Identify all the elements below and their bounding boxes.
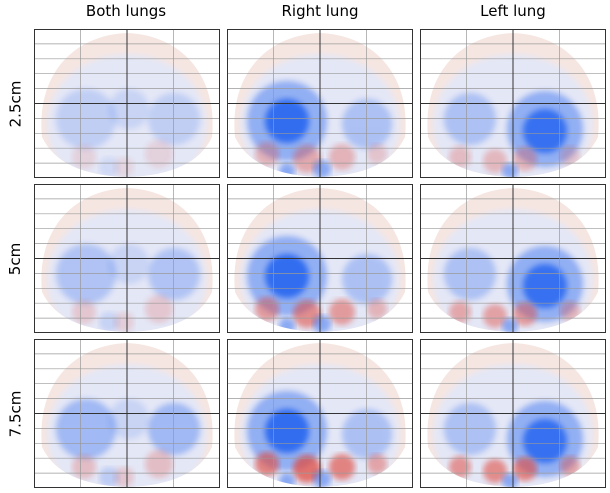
- image-panel-both-lungs-5cm: [34, 184, 220, 333]
- positive-region: [114, 157, 134, 177]
- grid-lines: [227, 29, 413, 178]
- negative-region: [56, 399, 116, 459]
- panel-frame: [420, 184, 606, 333]
- panel-frame: [227, 29, 413, 178]
- negative-region: [342, 409, 392, 459]
- grid-lines: [420, 339, 606, 488]
- negative-region: [148, 403, 200, 455]
- positive-region: [145, 450, 173, 478]
- column-title-both-lungs: Both lungs: [85, 2, 167, 20]
- positive-region: [145, 295, 173, 323]
- grid-lines: [34, 29, 220, 178]
- positive-region: [145, 140, 173, 168]
- grid-lines: [34, 339, 220, 488]
- positive-region: [255, 297, 279, 321]
- panel-frame: [420, 29, 606, 178]
- image-panel-both-lungs-7-5cm: [34, 339, 220, 488]
- grid-lines: [227, 339, 413, 488]
- positive-region: [329, 144, 355, 170]
- image-panel-left-lung-7-5cm: [420, 339, 606, 488]
- image-panel-right-lung-7-5cm: [227, 339, 413, 488]
- negative-region: [99, 157, 119, 177]
- negative-region: [148, 93, 200, 145]
- image-panel-right-lung-5cm: [227, 184, 413, 333]
- positive-region: [367, 454, 387, 474]
- positive-region: [449, 301, 471, 323]
- panel-frame: [420, 339, 606, 488]
- positive-region: [367, 299, 387, 319]
- negative-region: [313, 470, 331, 487]
- column-title-left-lung: Left lung: [480, 2, 546, 20]
- positive-region: [72, 455, 96, 479]
- positive-region: [72, 300, 96, 324]
- column-title-right-lung: Right lung: [281, 2, 359, 20]
- panel-frame: [34, 29, 220, 178]
- panel-frame: [227, 184, 413, 333]
- negative-region: [247, 236, 327, 316]
- positive-region: [329, 299, 355, 325]
- negative-region: [502, 473, 518, 487]
- negative-region: [313, 315, 331, 332]
- image-panel-left-lung-2-5cm: [420, 29, 606, 178]
- positive-region: [114, 312, 134, 332]
- positive-region: [449, 146, 471, 168]
- positive-region: [114, 467, 134, 487]
- positive-region: [255, 452, 279, 476]
- negative-region: [247, 81, 327, 161]
- negative-region: [109, 244, 149, 284]
- negative-region: [342, 99, 392, 149]
- grid-lines: [227, 184, 413, 333]
- positive-region: [513, 147, 537, 171]
- negative-region: [247, 391, 327, 471]
- grid-lines: [34, 184, 220, 333]
- panel-frame: [227, 339, 413, 488]
- image-panel-left-lung-5cm: [420, 184, 606, 333]
- negative-region: [342, 254, 392, 304]
- row-label-7-5cm: 7.5cm: [6, 390, 24, 438]
- image-panel-right-lung-2-5cm: [227, 29, 413, 178]
- negative-region: [444, 93, 496, 145]
- positive-region: [560, 456, 580, 476]
- negative-region: [313, 160, 331, 177]
- grid-lines: [420, 184, 606, 333]
- row-label-2-5cm: 2.5cm: [6, 80, 24, 128]
- negative-region: [99, 467, 119, 487]
- positive-region: [560, 146, 580, 166]
- negative-region: [99, 312, 119, 332]
- negative-region: [444, 403, 496, 455]
- panel-frame: [34, 184, 220, 333]
- negative-region: [109, 399, 149, 439]
- positive-region: [329, 454, 355, 480]
- negative-region: [56, 244, 116, 304]
- panel-frame: [34, 339, 220, 488]
- positive-region: [483, 304, 507, 328]
- negative-region: [56, 89, 116, 149]
- negative-region: [502, 163, 518, 177]
- positive-region: [72, 145, 96, 169]
- grid-lines: [420, 29, 606, 178]
- negative-region: [148, 248, 200, 300]
- negative-region: [444, 248, 496, 300]
- positive-region: [367, 144, 387, 164]
- positive-region: [560, 301, 580, 321]
- positive-region: [513, 457, 537, 481]
- image-panel-both-lungs-2-5cm: [34, 29, 220, 178]
- row-label-5cm: 5cm: [6, 242, 24, 276]
- positive-region: [483, 459, 507, 483]
- positive-region: [449, 456, 471, 478]
- negative-region: [109, 89, 149, 129]
- negative-region: [502, 318, 518, 332]
- positive-region: [513, 302, 537, 326]
- positive-region: [483, 149, 507, 173]
- positive-region: [255, 142, 279, 166]
